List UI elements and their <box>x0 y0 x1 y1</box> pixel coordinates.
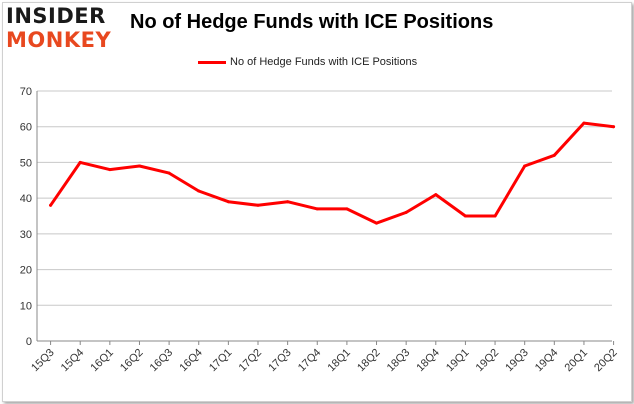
data-point-15Q4 <box>78 160 82 164</box>
x-tick-label-17Q1: 17Q1 <box>207 347 235 375</box>
y-tick-label-50: 50 <box>20 157 32 169</box>
insider-monkey-logo: INSIDER MONKEY <box>6 4 116 52</box>
data-point-20Q2 <box>612 125 616 129</box>
logo-line-1: INSIDER <box>6 4 106 28</box>
x-tick-label-16Q2: 16Q2 <box>118 347 146 375</box>
data-point-16Q1 <box>108 168 112 172</box>
data-point-19Q3 <box>523 164 527 168</box>
x-tick-label-17Q3: 17Q3 <box>266 347 294 375</box>
x-tick-label-19Q2: 19Q2 <box>474 347 502 375</box>
data-point-16Q2 <box>137 164 141 168</box>
data-point-16Q3 <box>167 171 171 175</box>
x-tick-label-18Q2: 18Q2 <box>355 347 383 375</box>
x-tick-label-17Q4: 17Q4 <box>296 347 324 375</box>
x-tick-label-20Q2: 20Q2 <box>592 347 620 375</box>
logo-line-2: MONKEY <box>6 28 112 52</box>
data-point-19Q1 <box>463 214 467 218</box>
legend-label: No of Hedge Funds with ICE Positions <box>230 56 418 68</box>
x-tick-label-17Q2: 17Q2 <box>237 347 265 375</box>
x-tick-label-15Q4: 15Q4 <box>59 347 87 375</box>
x-tick-label-16Q3: 16Q3 <box>148 347 176 375</box>
data-point-17Q4 <box>315 207 319 211</box>
data-point-16Q4 <box>197 189 201 193</box>
series-line-0 <box>49 121 616 225</box>
chart-legend: No of Hedge Funds with ICE Positions <box>198 52 417 72</box>
data-point-18Q1 <box>345 207 349 211</box>
data-point-20Q1 <box>582 121 586 125</box>
legend-swatch <box>198 60 226 64</box>
y-tick-label-70: 70 <box>20 86 32 98</box>
data-point-18Q2 <box>375 221 379 225</box>
data-point-17Q1 <box>226 200 230 204</box>
x-tick-label-19Q3: 19Q3 <box>503 347 531 375</box>
x-tick-label-15Q3: 15Q3 <box>29 347 57 375</box>
data-point-15Q3 <box>49 203 53 207</box>
x-tick-label-19Q1: 19Q1 <box>444 347 472 375</box>
y-tick-label-10: 10 <box>20 300 32 312</box>
data-point-18Q4 <box>434 193 438 197</box>
y-tick-label-60: 60 <box>20 122 32 134</box>
x-tick-label-19Q4: 19Q4 <box>533 347 561 375</box>
x-tick-label-18Q4: 18Q4 <box>414 347 442 375</box>
x-tick-label-16Q4: 16Q4 <box>177 347 205 375</box>
data-point-18Q3 <box>404 210 408 214</box>
x-tick-label-18Q3: 18Q3 <box>385 347 413 375</box>
data-point-17Q2 <box>256 203 260 207</box>
y-tick-label-20: 20 <box>20 265 32 277</box>
data-point-19Q4 <box>552 153 556 157</box>
data-point-19Q2 <box>493 214 497 218</box>
data-point-17Q3 <box>286 200 290 204</box>
y-tick-label-0: 0 <box>26 336 32 348</box>
x-tick-label-18Q1: 18Q1 <box>325 347 353 375</box>
x-tick-label-20Q1: 20Q1 <box>563 347 591 375</box>
chart-title: No of Hedge Funds with ICE Positions <box>130 11 494 33</box>
y-tick-label-30: 30 <box>20 229 32 241</box>
y-tick-label-40: 40 <box>20 193 32 205</box>
x-tick-label-16Q1: 16Q1 <box>88 347 116 375</box>
